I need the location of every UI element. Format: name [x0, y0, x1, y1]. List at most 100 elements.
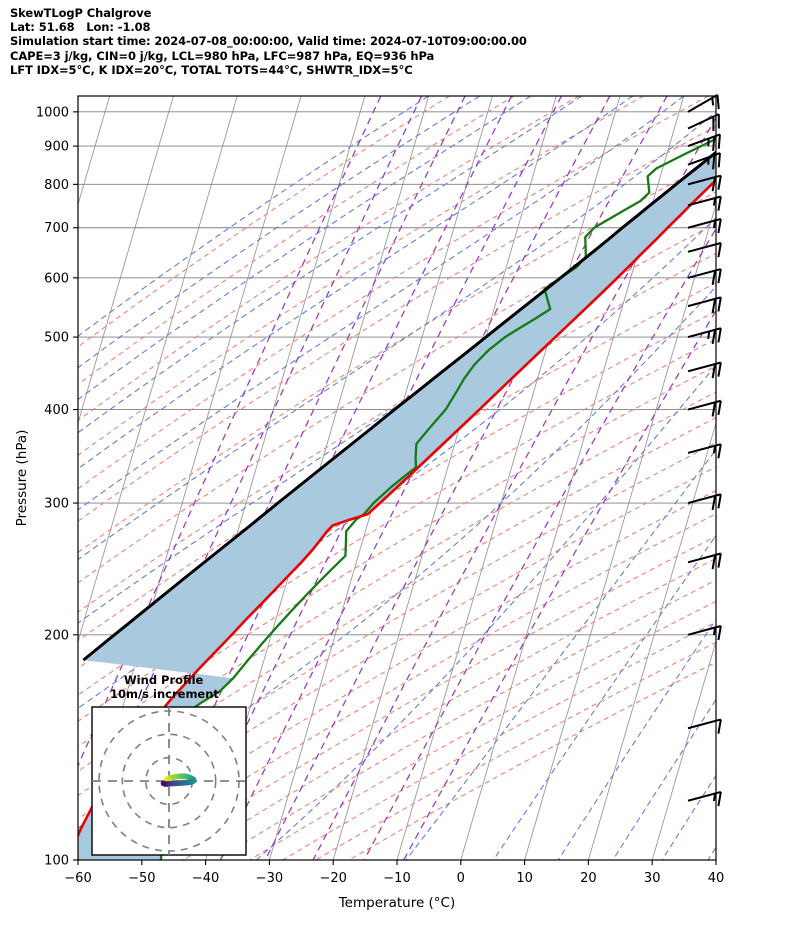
- barb-full: [717, 134, 721, 149]
- x-tick-label: 20: [580, 871, 597, 886]
- barb-full: [717, 791, 722, 807]
- wind-barb: [687, 790, 722, 807]
- barb-shaft: [687, 493, 722, 505]
- barb-full: [717, 297, 722, 312]
- barb-full: [717, 719, 722, 734]
- mixing-ratio: [402, 309, 716, 860]
- dry-adiabat: [78, 96, 515, 386]
- barb-full: [711, 298, 717, 314]
- y-tick-label: 400: [44, 403, 69, 418]
- moist-adiabat: [78, 96, 480, 369]
- inset-title-line2: 10m/s increment: [110, 687, 219, 701]
- mixing-ratio: [264, 96, 668, 860]
- barb-full: [716, 94, 720, 110]
- header-line-latlon: Lat: 51.68 Lon: -1.08: [10, 20, 151, 35]
- barb-full: [711, 176, 717, 192]
- barb-half: [712, 220, 717, 229]
- wind-barb: [687, 625, 722, 641]
- moist-adiabat: [755, 96, 794, 937]
- barb-shaft: [687, 327, 722, 339]
- isotherm: [780, 96, 794, 860]
- barb-full: [711, 329, 717, 345]
- mixing-ratio: [78, 96, 382, 768]
- barb-shaft: [687, 152, 721, 166]
- barb-full: [711, 363, 717, 379]
- isotherm: [651, 639, 716, 860]
- dry-adiabat: [78, 222, 716, 613]
- moist-adiabat: [661, 774, 716, 860]
- mixing-ratio: [181, 96, 563, 860]
- barb-shaft: [687, 242, 722, 253]
- mixing-ratio: [78, 96, 423, 844]
- x-tick-label: −10: [383, 871, 410, 886]
- y-axis-title: Pressure (hPa): [14, 430, 30, 527]
- moist-adiabat: [405, 448, 716, 860]
- inset-title-line1: Wind Profile: [124, 673, 204, 687]
- dry-adiabat: [78, 125, 716, 522]
- moist-adiabat: [557, 618, 716, 860]
- x-tick-label: 10: [516, 871, 533, 886]
- dry-adiabat: [116, 513, 716, 860]
- barb-shaft: [687, 268, 722, 279]
- wind-barb-column: [687, 93, 722, 807]
- y-tick-label: 900: [44, 140, 69, 155]
- barb-half: [712, 197, 717, 206]
- barb-full: [712, 136, 716, 151]
- wind-barb: [687, 217, 722, 234]
- moist-adiabat: [684, 96, 794, 937]
- dry-adiabat: [78, 96, 644, 456]
- wind-barb: [687, 327, 722, 345]
- mixing-ratio: [363, 227, 716, 860]
- isotherm: [78, 96, 174, 425]
- mixing-ratio-lines: [78, 96, 716, 860]
- mixing-ratio: [312, 116, 716, 860]
- wind-barb: [687, 152, 721, 170]
- barb-full: [717, 328, 722, 343]
- moist-adiabat: [720, 96, 794, 937]
- x-tick-label: −40: [192, 871, 219, 886]
- barb-shaft: [687, 195, 722, 207]
- barb-shaft: [687, 361, 722, 373]
- barb-full: [717, 443, 722, 459]
- barb-full: [711, 554, 717, 570]
- y-tick-label: 100: [44, 854, 69, 869]
- x-tick-label: 0: [457, 871, 465, 886]
- barb-shaft: [687, 625, 722, 636]
- barb-full: [711, 270, 717, 285]
- barb-full: [717, 152, 721, 168]
- barb-shaft: [687, 133, 721, 148]
- x-axis-title: Temperature (°C): [338, 895, 456, 911]
- moist-adiabat: [78, 96, 583, 434]
- isotherm: [587, 421, 716, 860]
- dry-adiabat: [78, 96, 580, 422]
- y-tick-label: 800: [44, 178, 69, 193]
- y-tick-label: 1000: [36, 105, 69, 120]
- isotherm: [524, 202, 716, 860]
- moist-adiabat: [78, 285, 716, 829]
- barb-shaft: [687, 296, 722, 308]
- barb-half: [712, 627, 717, 636]
- wind-barb: [687, 195, 722, 211]
- barb-shaft: [687, 790, 722, 802]
- barb-shaft: [687, 174, 722, 186]
- wind-barb: [687, 399, 722, 417]
- dry-adiabat: [182, 557, 716, 860]
- dry-adiabat: [78, 416, 716, 797]
- x-tick-label: 30: [644, 871, 661, 886]
- wind-barb: [687, 242, 722, 258]
- wind-barb: [687, 552, 722, 570]
- dry-adiabat: [83, 489, 716, 860]
- barb-full: [717, 268, 722, 284]
- moist-adiabat: [492, 534, 716, 860]
- y-tick-label: 500: [44, 331, 69, 346]
- barb-full: [717, 218, 722, 234]
- wind-barb: [687, 133, 721, 151]
- isotherm: [396, 96, 621, 860]
- wind-barb: [687, 361, 722, 379]
- y-tick-label: 700: [44, 221, 69, 236]
- wind-barb: [687, 296, 722, 314]
- dewpoint-curve: [159, 137, 716, 860]
- hodograph-ring: [121, 733, 217, 829]
